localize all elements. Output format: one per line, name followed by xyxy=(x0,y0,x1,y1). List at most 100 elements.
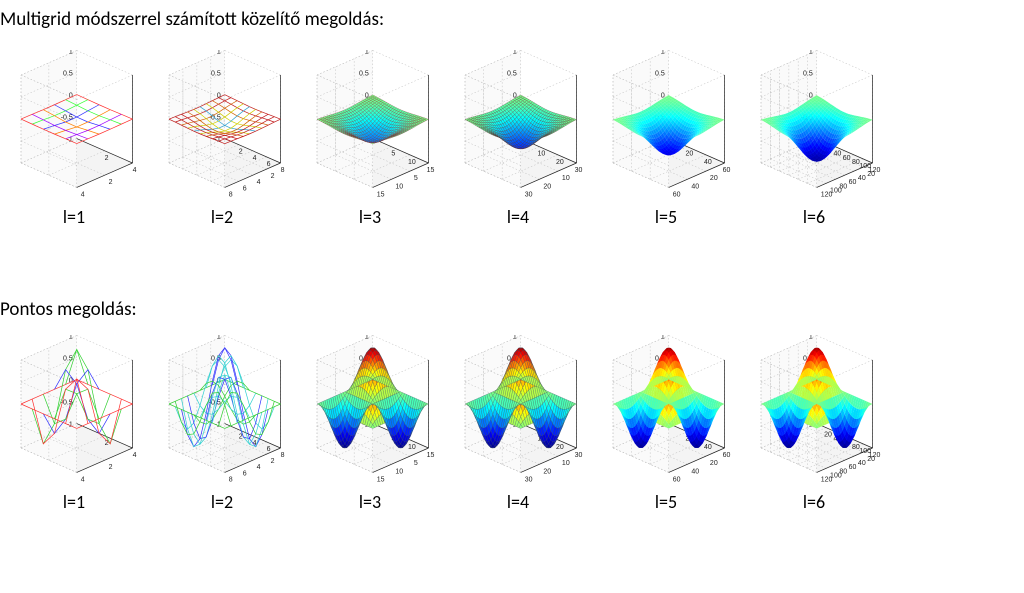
panel-exact-5: -1-0.500.51204060204060 l=5 xyxy=(597,335,735,513)
svg-text:6: 6 xyxy=(267,446,271,453)
svg-text:2: 2 xyxy=(239,149,243,156)
panel-label: l=2 xyxy=(211,491,233,513)
svg-text:1: 1 xyxy=(513,335,517,341)
panel-label: l=1 xyxy=(63,206,85,228)
svg-text:15: 15 xyxy=(427,452,435,459)
svg-text:10: 10 xyxy=(537,151,545,158)
panel-exact-4: -1-0.500.51102030102030 l=4 xyxy=(449,335,587,513)
panel-approx-3: -1-0.500.515101551015 l=3 xyxy=(301,50,439,228)
plot-approx-6: -1-0.500.512040608010012020406080100120 xyxy=(745,50,883,200)
panel-label: l=2 xyxy=(211,206,233,228)
svg-text:20: 20 xyxy=(543,183,551,190)
plot-exact-5: -1-0.500.51204060204060 xyxy=(597,335,735,485)
svg-text:2: 2 xyxy=(109,179,113,186)
plot-exact-2: -1-0.500.5124682468 xyxy=(153,335,291,485)
svg-text:4: 4 xyxy=(253,155,257,162)
svg-text:20: 20 xyxy=(867,171,875,178)
panel-exact-6: -1-0.500.512040608010012020406080100120 … xyxy=(745,335,883,513)
svg-text:40: 40 xyxy=(858,175,866,182)
svg-text:5: 5 xyxy=(414,175,418,182)
row-exact: -1-0.500.512424 l=1 -1-0.500.5124682468 … xyxy=(5,335,883,513)
svg-text:4: 4 xyxy=(133,167,137,174)
svg-text:10: 10 xyxy=(395,183,403,190)
svg-text:1: 1 xyxy=(661,50,665,56)
svg-text:8: 8 xyxy=(281,452,285,459)
svg-text:20: 20 xyxy=(556,444,564,451)
svg-text:2: 2 xyxy=(271,458,275,465)
svg-text:1: 1 xyxy=(217,335,221,341)
plot-approx-4: -1-0.500.51102030102030 xyxy=(449,50,587,200)
svg-text:15: 15 xyxy=(377,191,385,198)
svg-text:2: 2 xyxy=(109,464,113,471)
panel-label: l=6 xyxy=(803,206,825,228)
plot-approx-3: -1-0.500.515101551015 xyxy=(301,50,439,200)
svg-text:40: 40 xyxy=(833,151,841,158)
svg-text:20: 20 xyxy=(710,175,718,182)
svg-text:60: 60 xyxy=(723,167,731,174)
svg-text:5: 5 xyxy=(391,151,395,158)
svg-text:15: 15 xyxy=(377,476,385,483)
panel-label: l=5 xyxy=(655,206,677,228)
svg-text:60: 60 xyxy=(849,179,857,186)
panel-exact-3: -1-0.500.515101551015 l=3 xyxy=(301,335,439,513)
svg-text:10: 10 xyxy=(408,444,416,451)
svg-text:8: 8 xyxy=(229,476,233,483)
svg-text:0.5: 0.5 xyxy=(507,71,517,78)
svg-text:10: 10 xyxy=(562,175,570,182)
svg-text:4: 4 xyxy=(257,179,261,186)
panel-exact-1: -1-0.500.512424 l=1 xyxy=(5,335,143,513)
svg-text:15: 15 xyxy=(427,167,435,174)
svg-text:2: 2 xyxy=(271,173,275,180)
svg-text:6: 6 xyxy=(243,470,247,477)
svg-text:4: 4 xyxy=(81,191,85,198)
svg-text:20: 20 xyxy=(556,159,564,166)
plot-exact-4: -1-0.500.51102030102030 xyxy=(449,335,587,485)
svg-text:10: 10 xyxy=(395,468,403,475)
panel-approx-4: -1-0.500.51102030102030 l=4 xyxy=(449,50,587,228)
svg-text:40: 40 xyxy=(691,183,699,190)
plot-approx-2: -1-0.500.5124682468 xyxy=(153,50,291,200)
panel-label: l=4 xyxy=(507,206,529,228)
svg-text:1: 1 xyxy=(365,50,369,56)
plot-approx-5: -1-0.500.51204060204060 xyxy=(597,50,735,200)
svg-text:4: 4 xyxy=(133,452,137,459)
plot-approx-1: -1-0.500.512424 xyxy=(5,50,143,200)
svg-text:40: 40 xyxy=(704,159,712,166)
svg-text:1: 1 xyxy=(69,50,73,56)
svg-text:2: 2 xyxy=(105,155,109,162)
panel-label: l=3 xyxy=(359,206,381,228)
panel-exact-2: -1-0.500.5124682468 l=2 xyxy=(153,335,291,513)
svg-text:1: 1 xyxy=(365,335,369,341)
svg-text:1: 1 xyxy=(513,50,517,56)
panel-approx-1: -1-0.500.512424 l=1 xyxy=(5,50,143,228)
svg-text:0.5: 0.5 xyxy=(63,71,73,78)
svg-text:8: 8 xyxy=(281,167,285,174)
section-title-approx: Multigrid módszerrel számított közelítő … xyxy=(0,8,384,31)
svg-text:10: 10 xyxy=(562,460,570,467)
svg-text:20: 20 xyxy=(543,468,551,475)
panel-label: l=3 xyxy=(359,491,381,513)
row-approx: -1-0.500.512424 l=1 -1-0.500.5124682468 … xyxy=(5,50,883,228)
svg-text:8: 8 xyxy=(229,191,233,198)
svg-text:1: 1 xyxy=(809,50,813,56)
svg-text:60: 60 xyxy=(673,191,681,198)
svg-text:10: 10 xyxy=(408,159,416,166)
panel-label: l=5 xyxy=(655,491,677,513)
panel-approx-2: -1-0.500.5124682468 l=2 xyxy=(153,50,291,228)
panel-label: l=1 xyxy=(63,491,85,513)
svg-text:30: 30 xyxy=(525,476,533,483)
plot-exact-1: -1-0.500.512424 xyxy=(5,335,143,485)
plot-exact-3: -1-0.500.515101551015 xyxy=(301,335,439,485)
plot-exact-6: -1-0.500.512040608010012020406080100120 xyxy=(745,335,883,485)
svg-text:1: 1 xyxy=(69,335,73,341)
svg-text:5: 5 xyxy=(414,460,418,467)
svg-text:30: 30 xyxy=(525,191,533,198)
svg-text:0.5: 0.5 xyxy=(803,71,813,78)
svg-text:60: 60 xyxy=(843,155,851,162)
svg-text:120: 120 xyxy=(821,191,833,198)
svg-text:30: 30 xyxy=(575,452,583,459)
panel-approx-5: -1-0.500.51204060204060 l=5 xyxy=(597,50,735,228)
svg-text:4: 4 xyxy=(257,464,261,471)
svg-text:1: 1 xyxy=(217,50,221,56)
panel-label: l=6 xyxy=(803,491,825,513)
